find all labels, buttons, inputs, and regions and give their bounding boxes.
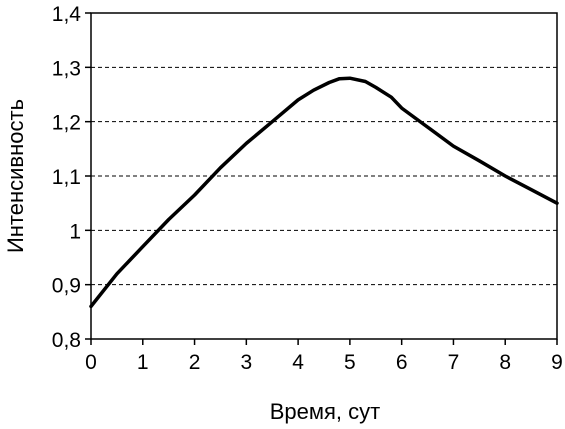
- gridlines: [91, 66, 557, 286]
- x-axis-ticks: 0 1 2 3 4 5 6 7 8 9: [85, 339, 563, 374]
- x-tick-label: 6: [396, 351, 408, 374]
- x-tick-label: 8: [499, 351, 511, 374]
- x-tick-label: 3: [240, 351, 252, 374]
- x-tick-label: 5: [344, 351, 356, 374]
- y-tick-label: 1,4: [52, 3, 82, 26]
- series-line: [89, 76, 559, 309]
- x-tick-label: 1: [137, 351, 149, 374]
- x-tick-label: 7: [448, 351, 460, 374]
- y-tick-label: 1,1: [52, 166, 81, 189]
- y-tick-label: 1,3: [52, 57, 81, 80]
- y-tick-label: 1: [69, 220, 81, 243]
- x-tick-label: 9: [551, 351, 563, 374]
- y-tick-label: 0,8: [52, 329, 81, 352]
- x-tick-label: 2: [189, 351, 201, 374]
- y-axis-ticks: 0,8 0,9 1 1,1 1,2 1,3 1,4: [52, 3, 91, 352]
- x-tick-label: 4: [292, 351, 304, 374]
- x-tick-label: 0: [85, 351, 97, 374]
- x-axis-title: Время, сут: [270, 399, 380, 424]
- y-tick-label: 1,2: [52, 112, 81, 135]
- y-axis-title: Интенсивность: [3, 99, 28, 253]
- series-layer: [89, 76, 559, 309]
- y-tick-label: 0,9: [52, 275, 81, 298]
